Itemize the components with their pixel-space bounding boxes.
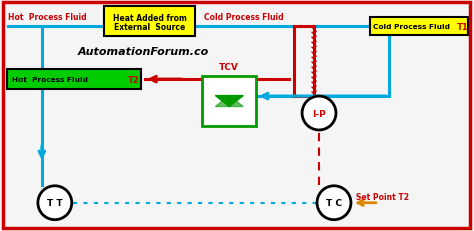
Text: T T: T T (47, 198, 63, 207)
Text: I-P: I-P (312, 109, 326, 118)
Text: T C: T C (326, 198, 342, 207)
Text: Cold Process Fluid: Cold Process Fluid (373, 24, 453, 30)
Text: Set Point T2: Set Point T2 (356, 192, 409, 201)
Text: External  Source: External Source (114, 23, 185, 32)
Polygon shape (215, 96, 243, 107)
Text: T2: T2 (128, 75, 139, 84)
FancyBboxPatch shape (104, 7, 195, 37)
FancyBboxPatch shape (370, 18, 467, 36)
Circle shape (38, 186, 72, 220)
Text: Hot  Process Fluid: Hot Process Fluid (12, 77, 91, 83)
Polygon shape (215, 96, 243, 107)
FancyBboxPatch shape (7, 70, 141, 90)
Circle shape (302, 97, 336, 130)
Text: Hot  Process Fluid: Hot Process Fluid (8, 13, 87, 22)
Text: AutomationForum.co: AutomationForum.co (78, 47, 209, 57)
Text: Heat Added from: Heat Added from (113, 14, 186, 23)
Text: Cold Process Fluid: Cold Process Fluid (204, 13, 284, 22)
Text: TCV: TCV (219, 63, 239, 72)
Circle shape (317, 186, 351, 220)
FancyBboxPatch shape (202, 77, 256, 126)
Text: T1: T1 (456, 23, 468, 32)
